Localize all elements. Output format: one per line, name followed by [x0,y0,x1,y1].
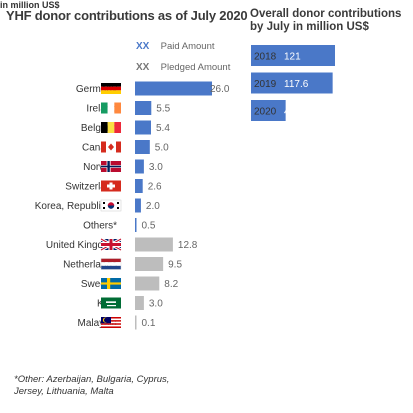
donor-row: Sweden 8.2 [81,276,179,291]
value-label: 2.0 [146,201,160,212]
footnote-line-1: *Other: Azerbaijan, Bulgaria, Cyprus, [14,374,170,385]
legend-paid: XX Paid Amount [136,41,215,52]
pledged-bar [135,276,160,291]
paid-bar [135,140,150,154]
category-label: Netherlands [63,260,117,271]
pledged-bar [135,257,164,271]
value-label: 5.5 [156,104,170,115]
overall-chart-title: Overall donor contributions by July in m… [250,8,402,33]
paid-bar [135,179,143,193]
sweden-flag [101,278,121,289]
canada-flag [101,141,121,153]
donor-row: Switzerland 2.6 [65,179,162,193]
paid-bar [135,101,152,115]
value-label: 12.8 [178,240,198,251]
pledged-bar [135,296,144,310]
netherlands-flag [100,258,122,270]
value-label: 9.5 [168,260,182,271]
legend-paid-label: Paid Amount [160,41,215,52]
category-label: Korea, Republic of [35,201,117,212]
overall-row: 2020 49.9 [251,100,304,121]
malaysia-flag [101,317,121,328]
footnote: *Other: Azerbaijan, Bulgaria, Cyprus, Je… [14,374,169,398]
overall-value-label: 49.9 [284,107,304,118]
overall-bar [251,45,335,66]
chart-title: YHF donor contributions as of July 2020 [6,8,248,23]
donor-row: Netherlands 9.5 [63,257,182,271]
year-label: 2019 [254,79,277,90]
category-label: Norway [83,162,117,173]
category-label: Belgium [81,123,117,134]
donor-row: KSA3.0 [97,296,163,310]
year-label: 2020 [254,107,277,118]
value-label: 5.4 [156,123,170,134]
overall-value-label: 117.6 [284,79,309,90]
paid-bar [135,81,212,96]
ireland-flag [101,102,121,114]
legend-pledged-label: Pledged Amount [160,62,231,73]
ksa-flag [101,297,121,309]
donor-row: Malaysia 0.1 [78,315,156,330]
value-label: 5.0 [155,143,169,154]
legend-pledged-mark: XX [136,62,150,73]
donor-row: Norway 3.0 [83,159,163,174]
legend-pledged: XX Pledged Amount [136,62,230,73]
donor-row: Others* 0.5 [83,218,156,232]
overall-bar [251,100,286,121]
donor-row: Belgium 5.4 [81,120,170,135]
pledged-bar [135,315,137,330]
category-label: Others* [83,221,117,232]
donor-row: Canada 5.0 [82,140,169,154]
korea-flag [100,199,122,212]
value-label: 3.0 [149,299,163,310]
donor-row: Korea, Republic of 2.0 [35,198,160,213]
year-label: 2018 [254,52,277,63]
unit-label: in million US$ [0,0,60,10]
category-label: Sweden [81,279,117,290]
category-label: United Kingdom [46,240,117,251]
paid-bar [135,218,137,232]
footnote-line-2: Jersey, Lithuania, Malta [14,386,114,397]
switzerland-flag [101,180,121,192]
overall-row: 2019 117.6 [251,72,333,94]
norway-flag [101,161,121,172]
value-label: 0.5 [142,221,156,232]
value-label: 0.1 [142,318,156,329]
value-label: 3.0 [149,162,163,173]
paid-bar [135,120,151,135]
paid-bar [135,159,144,174]
overall-row: 2018 121 [251,45,335,66]
donor-row: United Kingdom 12.8 [46,237,198,252]
category-label: Switzerland [65,182,117,193]
value-label: 26.0 [210,84,230,95]
overall-bar [251,72,333,94]
legend-paid-mark: XX [136,41,150,52]
overall-value-label: 121 [284,52,301,63]
germany-flag [101,83,121,94]
pledged-bar [135,237,173,252]
donor-row: Germany 26.0 [76,81,230,96]
belgium-flag [101,122,121,133]
value-label: 8.2 [164,279,178,290]
uk-flag [100,237,122,252]
category-label: Germany [76,84,117,95]
category-label: Canada [82,143,117,154]
category-label: Malaysia [78,318,118,329]
value-label: 2.6 [148,182,162,193]
donor-row: Ireland5.5 [86,101,171,115]
paid-bar [135,198,141,213]
